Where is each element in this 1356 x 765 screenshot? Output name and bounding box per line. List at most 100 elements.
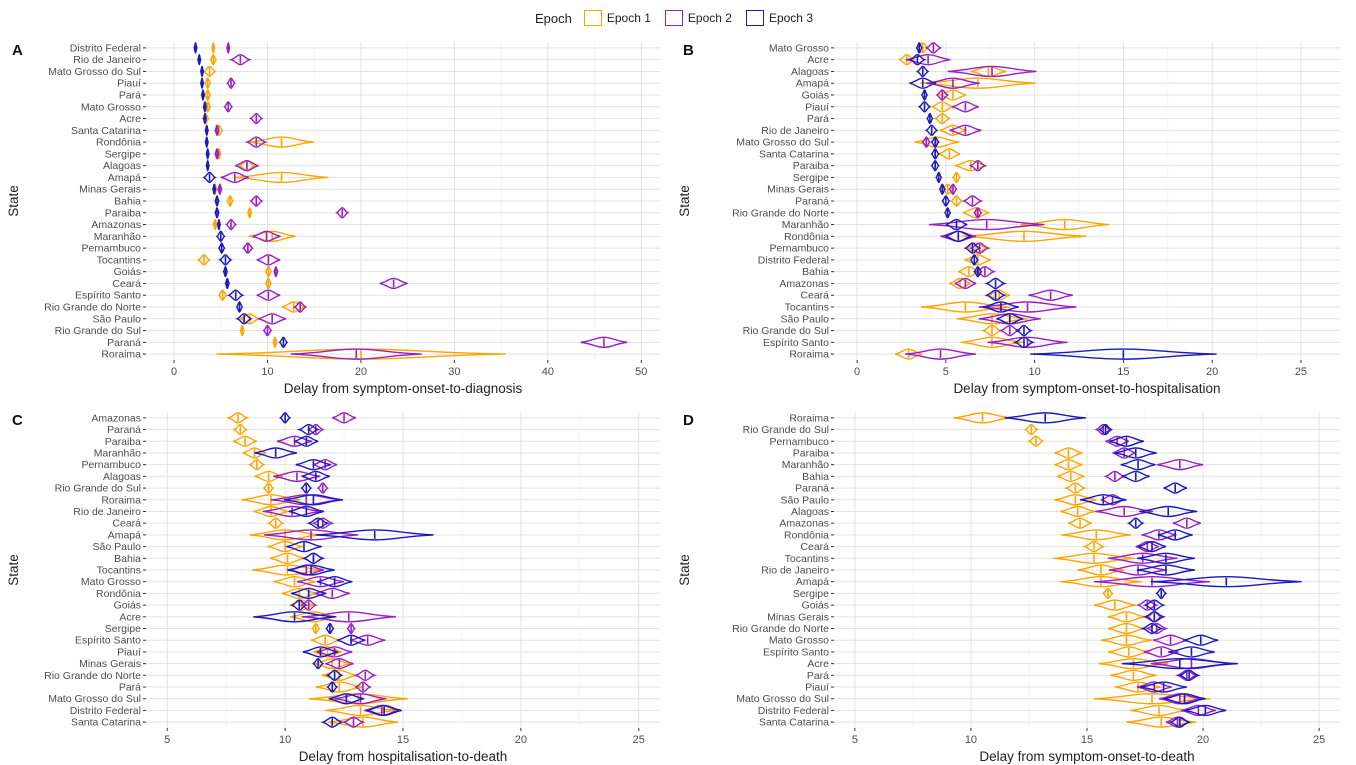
panel-d-category-label: Mato Grosso do Sul bbox=[736, 693, 829, 705]
panel-b-violin-epoch-3 bbox=[969, 254, 979, 266]
panel-d-violin-epoch-1 bbox=[1054, 447, 1083, 459]
panel-b-category-label: Piauí bbox=[805, 101, 829, 113]
panel-d-violin-epoch-1 bbox=[1054, 494, 1097, 506]
panel-b-violin-epoch-3 bbox=[909, 77, 937, 89]
panel-a-violin-epoch-3 bbox=[216, 218, 222, 231]
panel-d-category-label: Bahia bbox=[802, 471, 829, 483]
panel-a-violin-epoch-2 bbox=[241, 242, 254, 254]
panel-b-violin-epoch-2 bbox=[954, 277, 977, 290]
panel-d-violin-epoch-2 bbox=[1172, 517, 1201, 529]
panel-c-violin-epoch-3 bbox=[325, 669, 344, 682]
panel-c-x-tick-label: 10 bbox=[279, 734, 291, 746]
panel-b-violin-epoch-1 bbox=[897, 53, 916, 66]
legend-item-epoch-2: Epoch 2 bbox=[664, 10, 732, 26]
panel-d-violin-epoch-1 bbox=[1110, 669, 1157, 682]
panel-c-violin-epoch-2 bbox=[299, 599, 318, 611]
panel-a-violin-epoch-1 bbox=[226, 195, 234, 207]
panel-b-violin-epoch-3 bbox=[973, 265, 983, 278]
panel-b-violin-epoch-3 bbox=[996, 313, 1024, 325]
panel-a-x-tick-label: 30 bbox=[448, 366, 460, 378]
legend-label-epoch-1: Epoch 1 bbox=[606, 11, 651, 25]
panel-d-category-label: Amazonas bbox=[779, 518, 829, 530]
panel-a-category-label: Bahia bbox=[114, 196, 141, 208]
panel-d-violin-epoch-3 bbox=[1140, 681, 1187, 693]
panel-c-category-label: Sergipe bbox=[105, 623, 141, 635]
panel-d-violin-epoch-3 bbox=[1177, 669, 1201, 682]
panel-c-x-tick-label: 5 bbox=[164, 734, 170, 746]
panel-d-violin-epoch-1 bbox=[1056, 470, 1085, 483]
legend-title: Epoch bbox=[534, 10, 572, 26]
panel-a-violin-epoch-2 bbox=[214, 148, 220, 160]
panel-d-violin-epoch-1 bbox=[1100, 634, 1153, 646]
panel-d-violin-epoch-3 bbox=[1120, 458, 1156, 471]
panel-a-violin-epoch-3 bbox=[218, 254, 233, 266]
panel-a-category-label: Pernambuco bbox=[81, 243, 141, 255]
panel-c-violin-epoch-2 bbox=[341, 716, 366, 728]
panel-a-violin-epoch-1 bbox=[202, 65, 217, 78]
panel-c-violin-epoch-3 bbox=[306, 517, 331, 529]
panel-d-violin-epoch-1 bbox=[1068, 517, 1092, 529]
panel-a-violin-epoch-2 bbox=[379, 277, 408, 290]
panel-d-category-label: Tocantins bbox=[785, 553, 829, 565]
panel-a-violin-epoch-1 bbox=[203, 89, 212, 101]
panel-a-violin-epoch-2 bbox=[273, 265, 279, 278]
panel-c-violin-epoch-2 bbox=[349, 634, 386, 646]
panel-d-violin-epoch-2 bbox=[1143, 646, 1179, 658]
panel-b-x-tick-label: 15 bbox=[1117, 366, 1129, 378]
panel-b-violin-epoch-3 bbox=[915, 65, 930, 78]
panel-d-violin-epoch-3 bbox=[1140, 622, 1164, 635]
panel-c-category-label: Espírito Santo bbox=[75, 635, 141, 647]
panel-b-violin-epoch-2 bbox=[968, 242, 991, 254]
panel-c-category-label: Tocantins bbox=[97, 565, 141, 577]
panel-c-x-tick-label: 25 bbox=[633, 734, 645, 746]
panel-d-category-label: Pernambuco bbox=[769, 436, 829, 448]
panel-a-violin-epoch-2 bbox=[235, 159, 259, 172]
legend-key-epoch-3 bbox=[745, 10, 764, 26]
panel-d-violin-epoch-2 bbox=[1093, 576, 1211, 588]
panel-d-violin-epoch-3 bbox=[1137, 540, 1167, 553]
panel-d-violin-epoch-3 bbox=[1136, 564, 1195, 576]
panel-b-x-axis-title: Delay from symptom-onset-to-hospitalisat… bbox=[953, 381, 1220, 396]
panel-b-violin-epoch-1 bbox=[960, 336, 1024, 349]
panel-d-violin-epoch-3 bbox=[1114, 447, 1157, 459]
panel-a-violin-epoch-1 bbox=[264, 265, 273, 278]
legend-key-epoch-1 bbox=[583, 10, 602, 26]
panel-c-violin-epoch-1 bbox=[262, 482, 275, 494]
panel-d-category-label: Sergipe bbox=[793, 588, 829, 600]
panel-a-x-tick-label: 0 bbox=[171, 366, 177, 378]
panel-a-violin-epoch-1 bbox=[209, 53, 218, 66]
panel-a-x-tick-label: 20 bbox=[355, 366, 367, 378]
panel-a-category-label: Piauí bbox=[117, 78, 141, 90]
panel-d-violin-epoch-3 bbox=[1150, 576, 1302, 588]
panel-d-category-label: Maranhão bbox=[782, 459, 829, 471]
panel-a-violin-epoch-1 bbox=[234, 171, 329, 184]
panel-d-violin-epoch-3 bbox=[1108, 435, 1144, 447]
panel-b-category-label: Pernambuco bbox=[769, 243, 829, 255]
panel-b-violin-epoch-1 bbox=[949, 277, 971, 290]
panel-c-violin-epoch-3 bbox=[283, 494, 343, 506]
panel-a-violin-epoch-3 bbox=[202, 101, 208, 113]
panel-d-violin-epoch-3 bbox=[1184, 704, 1227, 717]
panel-a-violin-epoch-2 bbox=[256, 254, 281, 266]
panel-b-violin-epoch-2 bbox=[947, 65, 1037, 78]
panel-b-violin-epoch-3 bbox=[935, 171, 943, 184]
panel-b-violin-epoch-1 bbox=[962, 207, 990, 219]
panel-b-category-label: Amapá bbox=[796, 78, 829, 90]
panel-d-violin-epoch-3 bbox=[1155, 587, 1168, 600]
panel-b-violin-epoch-1 bbox=[956, 313, 1028, 325]
panel-d-violin-epoch-1 bbox=[1098, 657, 1169, 670]
panel-d-category-label: Paraiba bbox=[793, 447, 829, 459]
panel-b-violin-epoch-2 bbox=[978, 313, 1041, 325]
panel-c-violin-epoch-1 bbox=[325, 704, 396, 717]
panel-a-violin-epoch-1 bbox=[272, 336, 278, 349]
panel-b-violin-epoch-3 bbox=[930, 136, 940, 148]
panel-a-violin-epoch-2 bbox=[214, 124, 220, 137]
panel-a-category-label: Alagoas bbox=[103, 160, 141, 172]
panel-c-category-label: Pará bbox=[119, 682, 141, 694]
panel-a-category-label: Rio Grande do Sul bbox=[55, 325, 141, 337]
panel-c-violin-epoch-2 bbox=[353, 681, 372, 693]
panel-c-category-label: Amapá bbox=[108, 529, 141, 541]
panel-c-violin-epoch-2 bbox=[263, 529, 359, 541]
panel-d-violin-epoch-2 bbox=[1095, 505, 1154, 518]
